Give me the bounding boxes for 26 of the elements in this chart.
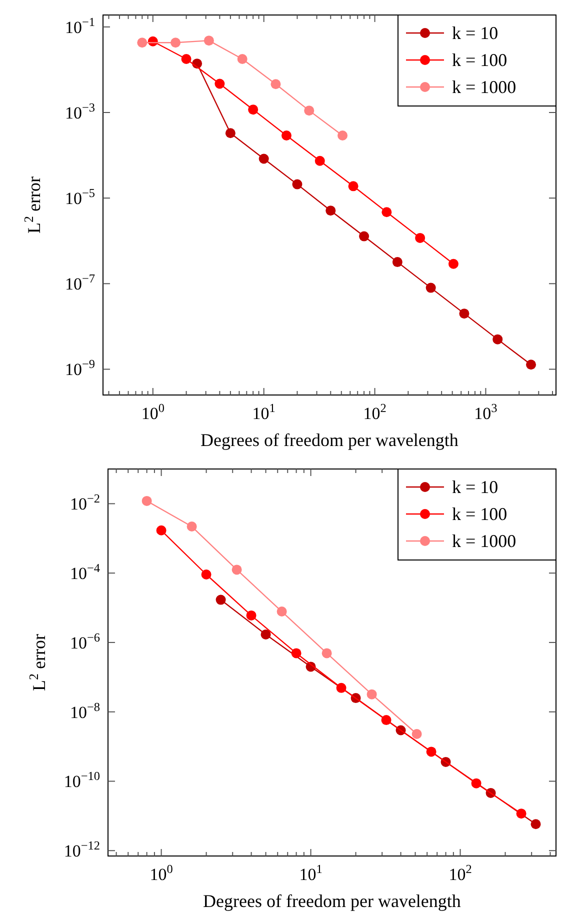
x-tick-label: 10$^{1}$	[252, 401, 276, 423]
x-axis-title: Degrees of freedom per wavelength	[200, 430, 458, 450]
x-tick-label: 10$^{0}$	[150, 862, 173, 884]
y-tick-label: 10$^{−10}$	[64, 769, 100, 792]
y-tick-label: 10$^{−6}$	[70, 630, 100, 652]
x-tick-label: 10$^{2}$	[448, 862, 472, 884]
y-tick-label: 10$^{−3}$	[64, 100, 95, 123]
y-tick-label: 10$^{−9}$	[64, 357, 95, 380]
legend-label: k = 1000	[452, 531, 516, 551]
legend-label: k = 100	[452, 50, 508, 70]
y-tick-label: 10$^{−2}$	[70, 492, 100, 514]
x-axis-title: Degrees of freedom per wavelength	[203, 891, 461, 911]
legend-label: k = 100	[452, 504, 508, 524]
y-tick-label: 10$^{−4}$	[70, 561, 100, 584]
x-tick-label: 10$^{2}$	[363, 401, 386, 423]
y-tick-label: 10$^{−1}$	[64, 14, 95, 37]
y-tick-label: 10$^{−12}$	[64, 838, 100, 861]
legend-label: k = 1000	[452, 77, 516, 97]
x-tick-label: 10$^{3}$	[474, 401, 498, 423]
x-tick-label: 10$^{1}$	[299, 862, 322, 884]
y-tick-label: 10$^{−5}$	[64, 186, 95, 208]
x-tick-label: 10$^{0}$	[141, 401, 164, 423]
y-tick-label: 10$^{−7}$	[64, 272, 95, 294]
y-tick-label: 10$^{−8}$	[70, 700, 100, 722]
legend-label: k = 10	[452, 23, 498, 43]
legend-label: k = 10	[452, 477, 498, 497]
